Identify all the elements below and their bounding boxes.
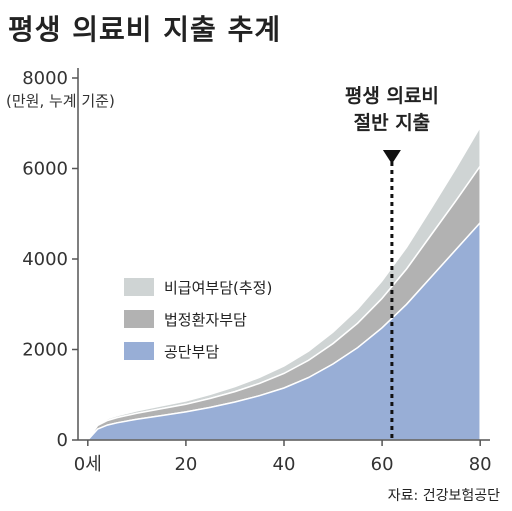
legend-label-2: 법정환자부담 [164, 311, 247, 329]
chart-title: 평생 의료비 지출 추계 [8, 13, 282, 46]
annotation-text-1: 평생 의료비 [345, 85, 439, 107]
legend-label-3: 공단부담 [164, 343, 219, 361]
x-tick-label-4: 80 [469, 454, 492, 475]
y-tick-label-2: 4000 [22, 249, 68, 270]
y-tick-label-0: 0 [57, 430, 68, 451]
legend-swatch-3 [124, 342, 154, 360]
y-tick-label-1: 2000 [22, 340, 68, 361]
x-tick-label-2: 40 [273, 454, 296, 475]
y-tick-label-3: 6000 [22, 159, 68, 180]
source-note: 자료: 건강보험공단 [388, 488, 500, 504]
x-tick-label-0: 0세 [74, 454, 102, 475]
y-tick-label-4: 8000 [22, 68, 68, 89]
legend-label-1: 비급여부담(추정) [164, 279, 272, 297]
legend-swatch-1 [124, 278, 154, 296]
annotation-text-2: 절반 지출 [354, 112, 431, 134]
legend-swatch-2 [124, 310, 154, 328]
x-tick-label-1: 20 [174, 454, 197, 475]
y-unit-label: (만원, 누계 기준) [6, 92, 115, 110]
annotation-marker [382, 150, 401, 164]
x-tick-label-3: 60 [371, 454, 394, 475]
